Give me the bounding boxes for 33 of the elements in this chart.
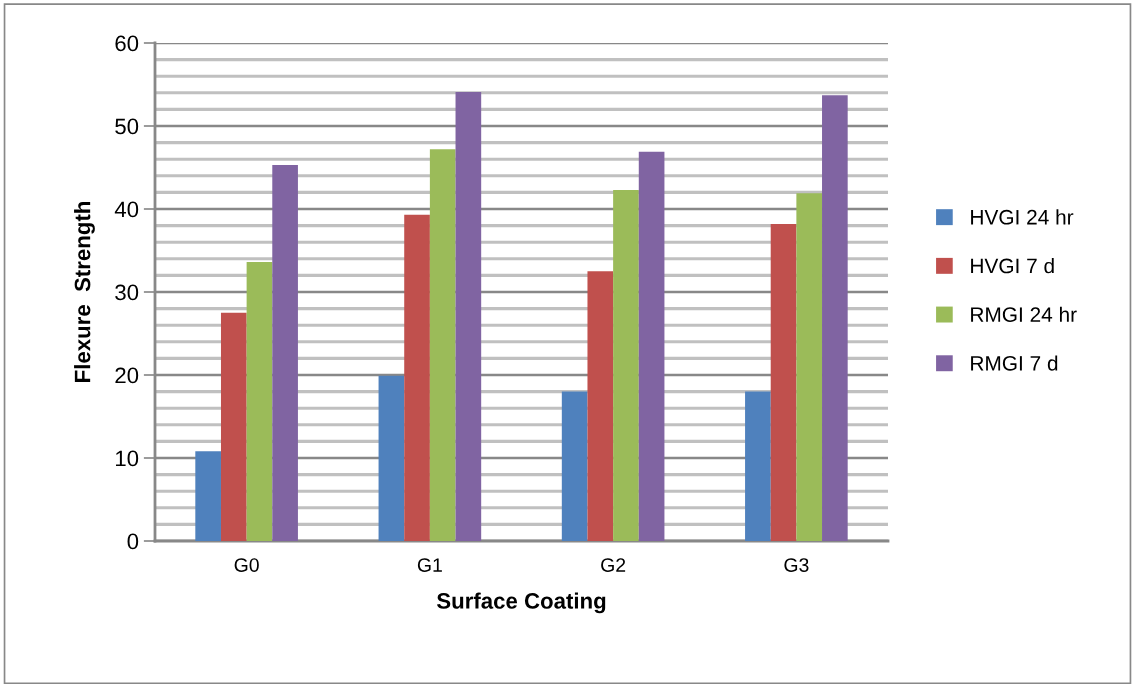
y-tick-label: 30 (115, 284, 139, 301)
bar (246, 262, 273, 541)
bar (613, 189, 639, 541)
x-axis-title: Surface Coating (436, 592, 606, 614)
y-tick-label: 20 (115, 367, 139, 384)
bar (455, 91, 482, 541)
y-tick-label: 0 (127, 533, 139, 550)
bar (770, 223, 797, 541)
y-tick-label: 60 (115, 35, 139, 52)
y-tick-label: 40 (114, 201, 139, 218)
legend-label: HVGI 24 hr (971, 209, 1074, 225)
bar (587, 271, 614, 541)
legend-label: RMGI 7 d (971, 355, 1058, 371)
legend-label: HVGI 7 d (971, 258, 1054, 274)
bar (220, 312, 247, 541)
bar (638, 151, 665, 541)
y-axis-title: Flexure Strength (74, 202, 95, 382)
x-tick-label: G1 (417, 558, 442, 572)
bar (195, 451, 221, 541)
x-tick-label: G2 (601, 558, 626, 572)
bar (745, 391, 771, 541)
bar (378, 375, 405, 541)
bar (429, 149, 456, 541)
bar (404, 214, 430, 541)
legend-label: RMGI 24 hr (971, 306, 1077, 322)
bar (822, 95, 848, 541)
x-tick-label: G0 (234, 558, 259, 572)
bar (796, 193, 823, 541)
y-tick-label: 10 (116, 450, 139, 467)
bar (272, 165, 298, 541)
y-tick-label: 50 (115, 118, 139, 135)
bar (561, 391, 588, 541)
x-tick-label: G3 (784, 558, 809, 572)
